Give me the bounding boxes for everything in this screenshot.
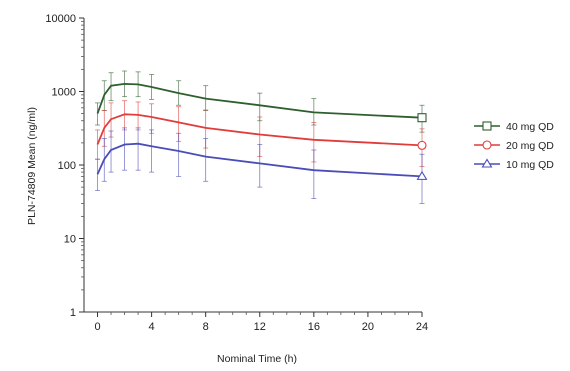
legend-item: 10 mg QD — [474, 158, 554, 171]
legend-item: 20 mg QD — [474, 140, 554, 152]
x-tick-label: 20 — [362, 321, 374, 333]
series-layer — [95, 70, 428, 204]
y-tick-label: 10 — [64, 234, 76, 246]
legend: 40 mg QD 20 mg QD 10 mg QD — [474, 121, 554, 171]
y-tick-label: 100 — [58, 160, 76, 172]
data-point-marker — [416, 170, 428, 180]
y-axis-title: PLN-74809 Mean (ng/ml) — [26, 107, 38, 225]
legend-item: 40 mg QD — [474, 121, 554, 133]
x-axis-title: Nominal Time (h) — [217, 353, 297, 365]
data-point-marker — [417, 140, 427, 150]
legend-label: 20 mg QD — [506, 140, 554, 152]
series-3 — [95, 127, 428, 204]
x-tick-label: 16 — [308, 321, 320, 333]
axes: 1 10 100 1000 10000 0 4 8 12 16 20 24 — [45, 13, 428, 333]
legend-label: 40 mg QD — [506, 121, 554, 133]
legend-label: 10 mg QD — [506, 159, 554, 171]
x-tick-label: 0 — [94, 321, 100, 333]
x-tick-label: 8 — [203, 321, 209, 333]
data-point-marker — [417, 113, 427, 123]
y-tick-label: 1 — [70, 307, 76, 319]
series-line — [96, 113, 423, 147]
legend-marker — [482, 140, 492, 150]
series-line — [96, 82, 423, 119]
x-tick-label: 4 — [149, 321, 155, 333]
legend-marker — [482, 121, 492, 131]
series-2 — [95, 100, 427, 168]
series-1 — [95, 70, 427, 133]
series-line — [96, 142, 423, 178]
legend-marker — [481, 158, 493, 168]
y-tick-label: 1000 — [52, 87, 76, 99]
y-tick-label: 10000 — [45, 13, 76, 25]
x-tick-label: 24 — [416, 321, 428, 333]
x-tick-label: 12 — [254, 321, 266, 333]
